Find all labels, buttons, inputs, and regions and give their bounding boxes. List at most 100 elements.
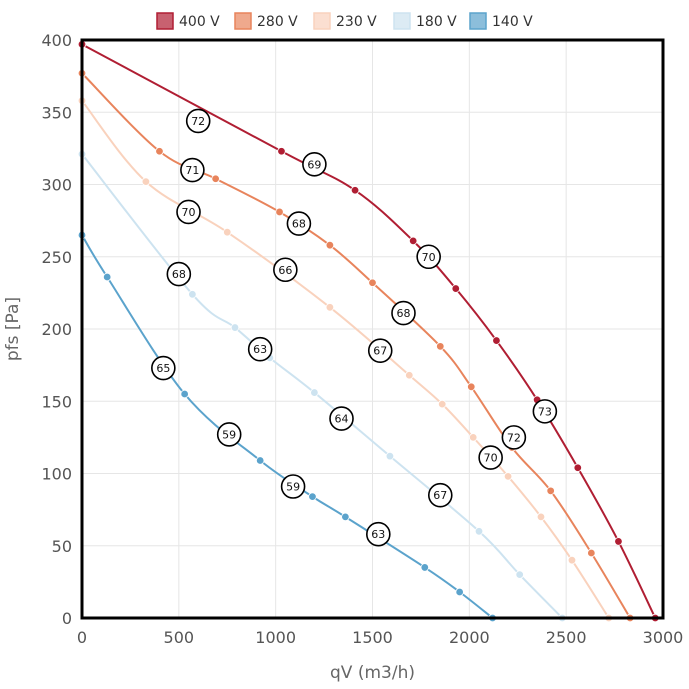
annotation-circle: [166, 261, 192, 287]
data-point[interactable]: [587, 548, 596, 558]
legend-item-400v[interactable]: 400 V: [156, 12, 220, 30]
series-line-140v: [81, 234, 494, 619]
annotation-label: 67: [373, 345, 387, 358]
data-point[interactable]: [188, 290, 197, 299]
data-point[interactable]: [325, 240, 335, 250]
efficiency-annotation: 68: [166, 261, 192, 287]
data-point[interactable]: [310, 388, 319, 397]
legend[interactable]: 400 V 280 V 230 V 180 V 140 V: [156, 12, 533, 30]
x-axis-title: qV (m3/h): [330, 663, 415, 683]
efficiency-annotation: 72: [501, 425, 527, 450]
x-tick-label: 2500: [546, 628, 587, 647]
efficiency-annotation: 70: [176, 199, 201, 225]
data-point[interactable]: [275, 207, 284, 217]
data-point[interactable]: [155, 147, 164, 156]
data-point[interactable]: [255, 456, 265, 465]
legend-swatch: [393, 12, 411, 30]
annotation-circle: [216, 422, 242, 447]
y-tick-label: 0: [62, 609, 72, 628]
data-point[interactable]: [492, 336, 501, 345]
efficiency-annotation: 68: [286, 211, 312, 236]
data-point[interactable]: [515, 570, 524, 579]
data-point[interactable]: [546, 486, 555, 496]
data-point[interactable]: [451, 284, 460, 293]
annotation-circle: [273, 257, 298, 283]
annotation-label: 73: [538, 405, 552, 418]
legend-item-230v[interactable]: 230 V: [313, 12, 377, 30]
legend-label: 140 V: [492, 14, 533, 30]
annotation-label: 67: [433, 489, 447, 502]
efficiency-annotation: 73: [532, 399, 558, 424]
data-point[interactable]: [230, 323, 240, 332]
data-point[interactable]: [141, 177, 151, 186]
efficiency-annotation: 67: [427, 482, 453, 508]
y-tick-label: 250: [41, 248, 72, 267]
data-point[interactable]: [223, 227, 232, 237]
data-point[interactable]: [503, 472, 513, 481]
annotation-circle: [501, 425, 527, 450]
efficiency-annotation: 63: [247, 336, 273, 362]
data-point[interactable]: [614, 537, 623, 546]
data-point[interactable]: [405, 371, 414, 380]
annotation-circle: [185, 108, 211, 134]
annotation-circle: [280, 474, 306, 499]
annotation-circle: [176, 199, 201, 225]
data-point[interactable]: [408, 236, 418, 246]
legend-item-280v[interactable]: 280 V: [234, 12, 298, 30]
data-point[interactable]: [573, 463, 582, 472]
data-point[interactable]: [368, 278, 377, 287]
annotation-label: 70: [182, 206, 196, 219]
data-point[interactable]: [438, 399, 447, 409]
series-180v: [77, 149, 567, 623]
annotation-label: 68: [292, 218, 306, 231]
series-400v: [77, 40, 660, 623]
data-point[interactable]: [536, 512, 546, 522]
data-point[interactable]: [469, 433, 478, 442]
efficiency-annotation: 70: [478, 445, 503, 470]
annotation-label: 63: [253, 343, 267, 356]
x-tick-label: 500: [164, 628, 195, 647]
efficiency-annotation: 67: [367, 338, 393, 363]
annotation-circle: [391, 300, 416, 326]
efficiency-annotation: 59: [216, 422, 242, 447]
data-point[interactable]: [420, 563, 429, 572]
annotation-circle: [532, 399, 558, 424]
annotation-circle: [416, 244, 441, 270]
data-point[interactable]: [180, 389, 189, 399]
data-point[interactable]: [467, 382, 476, 391]
annotation-layer: 72 69 70 73 71 68 68 72 70 66 67 70 68 63 64 67 65 59 59 63: [151, 108, 558, 547]
x-tick-label: 1000: [255, 628, 296, 647]
data-point[interactable]: [455, 587, 464, 597]
annotation-label: 71: [185, 164, 199, 177]
y-axis-title: pfs [Pa]: [3, 297, 23, 361]
annotation-label: 72: [191, 115, 205, 128]
annotation-label: 63: [371, 528, 385, 541]
legend-item-140v[interactable]: 140 V: [469, 12, 533, 30]
legend-label: 280 V: [257, 14, 298, 30]
efficiency-annotation: 70: [416, 244, 441, 270]
data-point[interactable]: [567, 556, 577, 565]
tick-layer: 0 500 1000 1500 2000 2500 3000 0 50 100 150 200 250 3…: [41, 31, 683, 647]
data-point[interactable]: [350, 186, 360, 195]
annotation-label: 70: [422, 251, 436, 264]
annotation-label: 68: [396, 307, 410, 320]
data-point[interactable]: [277, 147, 286, 156]
data-point[interactable]: [385, 451, 395, 461]
data-point[interactable]: [341, 512, 350, 522]
y-tick-label: 400: [41, 31, 72, 50]
data-point[interactable]: [325, 303, 335, 312]
data-point[interactable]: [211, 174, 220, 183]
data-point[interactable]: [436, 342, 445, 351]
data-point[interactable]: [308, 492, 317, 501]
data-point[interactable]: [474, 527, 484, 536]
efficiency-annotation: 72: [185, 108, 211, 134]
x-tick-label: 2000: [449, 628, 490, 647]
data-point[interactable]: [102, 272, 112, 282]
annotation-circle: [302, 151, 327, 177]
plot-frame: [80, 38, 665, 620]
legend-swatch: [234, 12, 252, 30]
efficiency-annotation: 59: [280, 474, 306, 499]
legend-item-180v[interactable]: 180 V: [393, 12, 457, 30]
